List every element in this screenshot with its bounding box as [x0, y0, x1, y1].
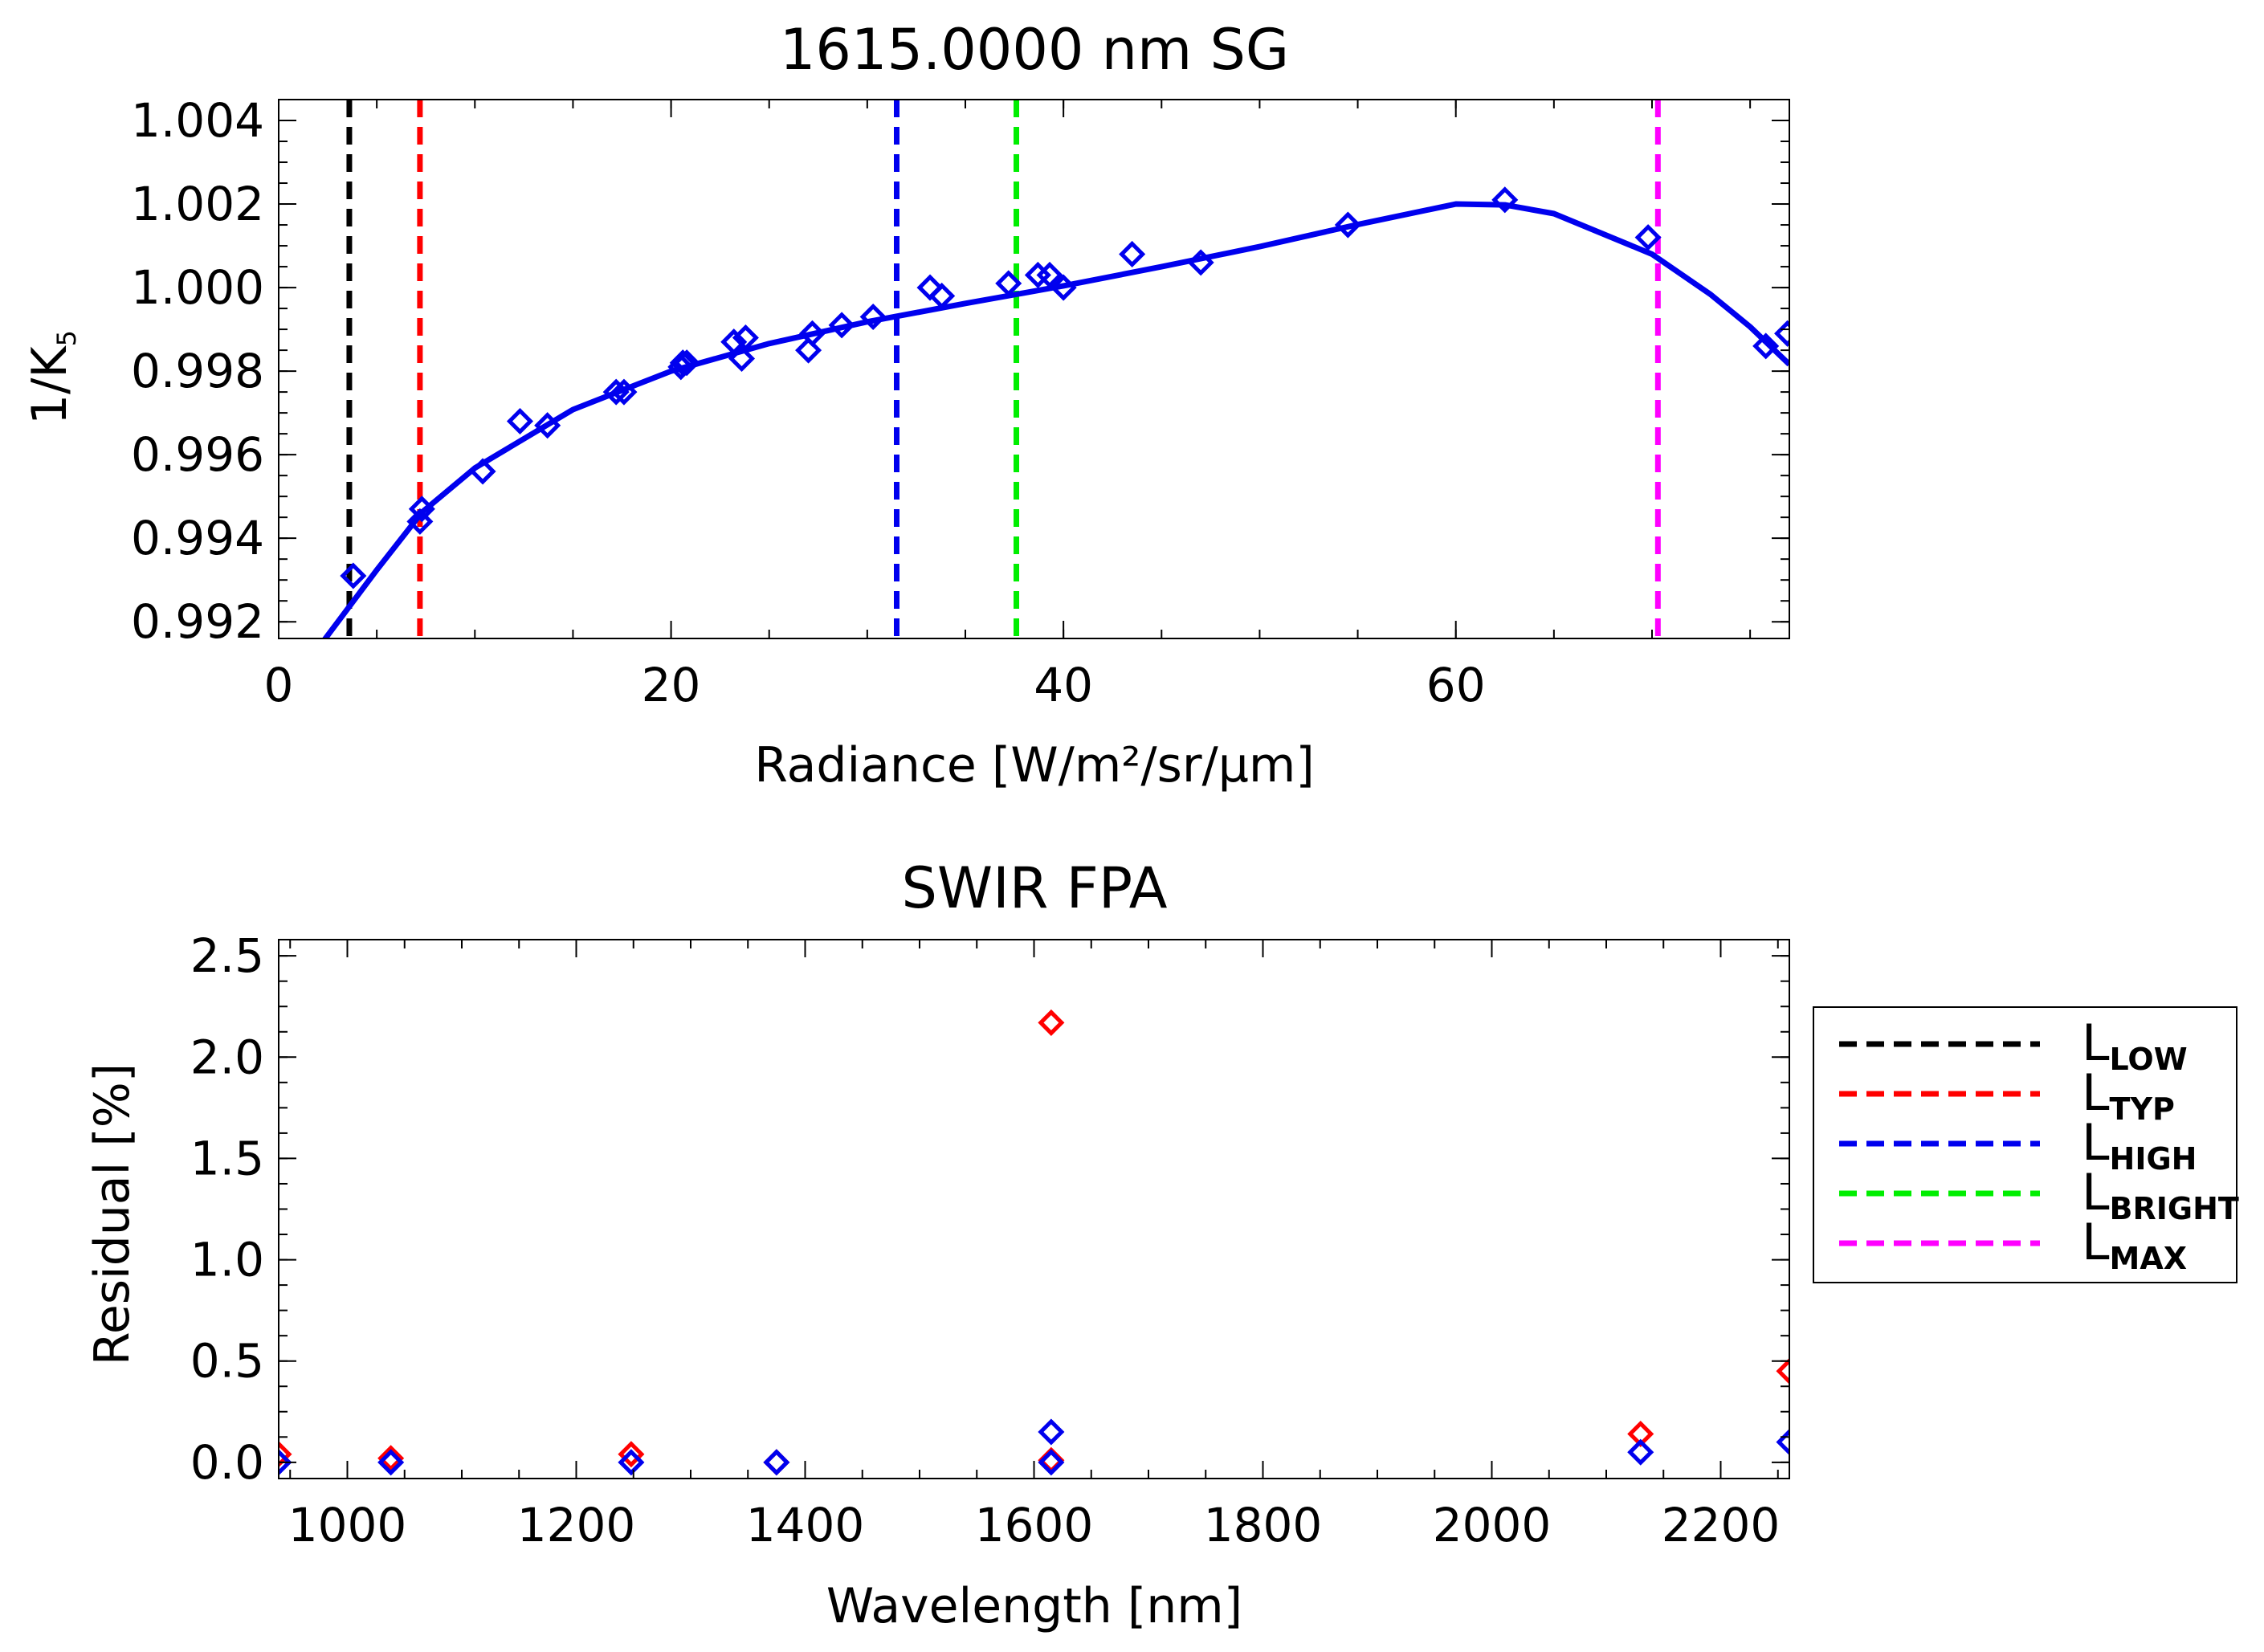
data-point-measurements	[828, 312, 855, 339]
radiance-chart: 1615.0000 nm SG 0 20 40 60 0.992 0.994 0.996 0.…	[22, 17, 1790, 793]
data-point-measurements	[1491, 186, 1519, 214]
x-tick-label: 2200	[1662, 1498, 1781, 1552]
x-tick-label: 20	[642, 658, 701, 712]
y-tick-label: 1.000	[131, 260, 264, 315]
data-point-measurements	[340, 562, 367, 589]
data-point-measurements	[673, 349, 700, 377]
legend-label: LMAX	[2082, 1213, 2187, 1276]
legend-label-sub: BRIGHT	[2110, 1191, 2239, 1226]
x-tick-label: 1600	[975, 1498, 1094, 1552]
x-tick-label: 1000	[288, 1498, 407, 1552]
legend-label: LLOW	[2082, 1014, 2188, 1077]
y-axis-label: 1/K5	[22, 330, 82, 425]
x-tick-label: 1800	[1204, 1498, 1323, 1552]
data-point-blue	[1038, 1449, 1065, 1476]
y-tick-label: 2.5	[190, 928, 264, 983]
y-tick-label: 1.002	[131, 177, 264, 231]
data-point-measurements	[1334, 211, 1361, 239]
data-point-blue	[1038, 1418, 1065, 1446]
y-tick-label: 0.998	[131, 344, 264, 398]
plot-frame	[278, 939, 1790, 1479]
plot-frame	[278, 99, 1790, 639]
fit-curve	[321, 201, 1789, 638]
y-tick-label: 0.0	[190, 1435, 264, 1490]
y-tick-label: 1.5	[190, 1131, 264, 1185]
legend-label: LTYP	[2082, 1063, 2175, 1127]
legend-label-main: L	[2082, 1113, 2110, 1172]
x-tick-label: 40	[1034, 658, 1093, 712]
y-tick-label: 2.0	[190, 1030, 264, 1084]
y-tick-label: 0.996	[131, 427, 264, 482]
x-tick-label: 2000	[1433, 1498, 1552, 1552]
legend-label-main: L	[2082, 1014, 2110, 1072]
data-point-blue	[1627, 1438, 1654, 1466]
chart-title: 1615.0000 nm SG	[780, 17, 1289, 83]
data-point-red	[1776, 1357, 1789, 1385]
y-axis-label-main: 1/K	[22, 345, 78, 425]
data-point-blue	[763, 1449, 790, 1476]
data-point-measurements	[669, 349, 696, 377]
legend-label-main: L	[2082, 1213, 2110, 1271]
residual-chart: SWIR FPA 1000 1200 1400 1600 1800 2000 2200 0.0…	[84, 855, 1790, 1634]
legend-label-main: L	[2082, 1063, 2110, 1122]
x-tick-label: 1400	[746, 1498, 865, 1552]
y-tick-label: 1.004	[131, 93, 264, 148]
data-point-measurements	[406, 508, 434, 535]
data-point-blue	[1776, 1429, 1789, 1456]
x-tick-label: 60	[1426, 658, 1486, 712]
data-point-red	[618, 1441, 645, 1468]
data-point-red	[763, 1449, 790, 1476]
data-point-measurements	[795, 337, 822, 364]
y-axis-label: Residual [%]	[84, 1063, 141, 1365]
y-tick-label: 1.0	[190, 1233, 264, 1287]
data-point-red	[1038, 1009, 1065, 1036]
legend-label-sub: MAX	[2110, 1241, 2188, 1276]
data-point-blue	[618, 1449, 645, 1476]
y-tick-label: 0.994	[131, 511, 264, 565]
y-tick-label: 0.5	[190, 1334, 264, 1389]
data-point-measurements	[506, 407, 534, 435]
legend-label: LBRIGHT	[2082, 1163, 2239, 1226]
x-axis-label: Wavelength [nm]	[826, 1578, 1242, 1634]
data-point-red	[377, 1445, 405, 1472]
y-axis-label-sub: 5	[51, 330, 82, 346]
data-point-measurements	[916, 274, 944, 301]
legend-label-sub: TYP	[2110, 1091, 2175, 1127]
plot-area	[279, 1009, 1789, 1476]
data-point-red	[279, 1441, 292, 1468]
data-point-measurements	[859, 303, 887, 331]
data-point-measurements	[1634, 224, 1662, 251]
plot-area	[321, 100, 1789, 638]
data-point-measurements	[1752, 332, 1780, 360]
data-point-measurements	[1774, 320, 1789, 347]
legend-label-sub: LOW	[2110, 1042, 2188, 1077]
data-point-blue	[377, 1449, 405, 1476]
x-tick-label: 0	[264, 658, 294, 712]
data-point-measurements	[1036, 261, 1063, 289]
legend-label-main: L	[2082, 1163, 2110, 1222]
x-axis-label: Radiance [W/m²/sr/µm]	[754, 737, 1315, 793]
legend-label-sub: HIGH	[2110, 1141, 2197, 1177]
data-point-measurements	[1119, 240, 1146, 267]
legend-label: LHIGH	[2082, 1113, 2197, 1177]
y-tick-label: 0.992	[131, 594, 264, 649]
x-tick-label: 1200	[517, 1498, 636, 1552]
chart-title: SWIR FPA	[901, 855, 1167, 921]
data-point-blue	[279, 1449, 292, 1476]
